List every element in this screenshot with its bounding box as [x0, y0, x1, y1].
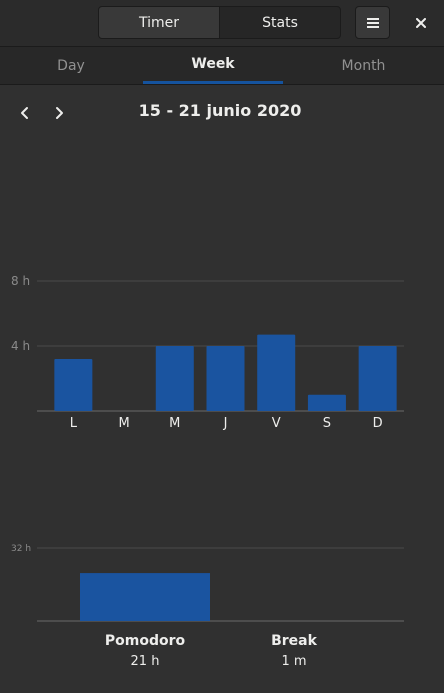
bar	[54, 359, 93, 411]
y-tick-label: 32 h	[11, 544, 31, 554]
y-tick-label: 4 h	[11, 339, 30, 353]
menu-button[interactable]	[355, 6, 390, 39]
tab-day[interactable]: Day	[57, 57, 85, 74]
pomodoro-total: 21 h	[130, 654, 160, 669]
tab-month[interactable]: Month	[341, 57, 386, 74]
hamburger-icon	[366, 17, 379, 28]
x-tick-label: M	[169, 416, 180, 431]
previous-week-button[interactable]	[12, 100, 38, 126]
chevron-right-icon	[56, 107, 63, 119]
timer-tab-button[interactable]: Timer	[98, 6, 220, 39]
next-week-button[interactable]	[46, 100, 72, 126]
period-tab-bar: Day Week Month	[0, 47, 444, 85]
x-tick-label: D	[373, 416, 383, 431]
pomodoro-label: Pomodoro	[104, 633, 186, 649]
date-range-title: 15 - 21 junio 2020	[138, 101, 302, 120]
x-tick-label: M	[118, 416, 129, 431]
bar	[155, 346, 194, 411]
x-tick-label: S	[323, 416, 331, 431]
bar	[80, 573, 210, 621]
close-button[interactable]	[404, 6, 437, 39]
break-label: Break	[271, 633, 317, 649]
x-tick-label: L	[70, 416, 78, 431]
bar	[307, 394, 346, 411]
x-tick-label: J	[223, 416, 228, 431]
bar	[206, 346, 245, 411]
header-bar: Timer Stats	[0, 0, 444, 47]
break-total: 1 m	[281, 654, 307, 669]
close-icon	[415, 17, 426, 28]
stats-tab-button[interactable]: Stats	[219, 6, 341, 39]
y-tick-label: 8 h	[11, 274, 30, 288]
tab-week[interactable]: Week	[143, 47, 283, 84]
chevron-left-icon	[21, 107, 28, 119]
bar	[257, 334, 296, 411]
x-tick-label: V	[272, 416, 281, 431]
bar	[358, 346, 397, 411]
